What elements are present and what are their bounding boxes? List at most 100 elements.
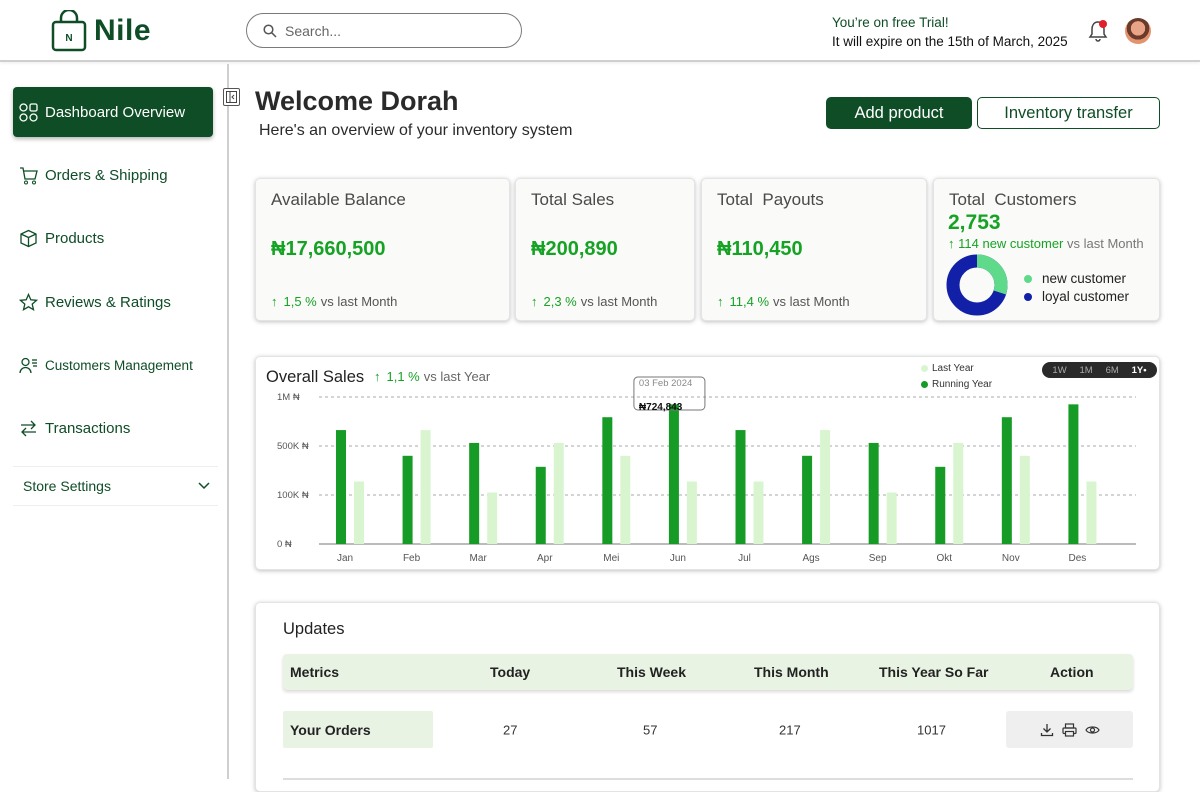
bar-running-year — [535, 466, 546, 544]
user-avatar[interactable] — [1125, 18, 1151, 44]
add-product-button[interactable]: Add product — [826, 97, 972, 129]
cell-this-year: 1017 — [917, 722, 946, 738]
x-tick-label: Mar — [470, 553, 488, 564]
new-customer-count: 114 new customer — [958, 236, 1064, 251]
x-tick-label: Apr — [537, 553, 553, 564]
stat-amount: ₦200,890 — [531, 238, 618, 260]
stat-card-available-balance: Available Balance ₦17,660,500 ↑ 1,5 % vs… — [255, 178, 510, 321]
bar-running-year — [802, 455, 813, 544]
legend-label: Last Year — [932, 363, 974, 374]
stat-suffix: vs last Month — [580, 294, 658, 309]
sidebar-item-dashboard-overview[interactable]: Dashboard Overview — [13, 87, 213, 137]
range-option-1y[interactable]: 1Y• — [1131, 364, 1147, 376]
bar-last-year — [886, 492, 897, 544]
bar-last-year — [354, 481, 364, 544]
sidebar-item-label: Orders & Shipping — [45, 166, 168, 184]
stat-trend: ↑ 1,5 % vs last Month — [271, 294, 397, 309]
column-header: This Month — [754, 664, 829, 680]
stat-percent: 2,3 % — [543, 294, 577, 309]
legend-dot — [1024, 292, 1032, 301]
search-input[interactable] — [285, 22, 485, 39]
search-box[interactable] — [246, 13, 522, 48]
arrow-up-icon: ↑ — [271, 294, 278, 309]
bar-running-year — [935, 466, 946, 544]
y-tick-label: 100K ₦ — [277, 490, 309, 501]
store-settings-dropdown[interactable]: Store Settings — [13, 466, 218, 506]
bar-last-year — [1019, 455, 1030, 544]
legend-loyal-customer: loyal customer — [1024, 289, 1129, 304]
download-icon[interactable] — [1040, 723, 1054, 737]
store-settings-label: Store Settings — [23, 478, 111, 494]
sidebar-item-customers-management[interactable]: Customers Management — [13, 340, 213, 390]
cell-this-month: 217 — [779, 722, 801, 738]
updates-table-header: Metrics Today This Week This Month This … — [283, 654, 1133, 690]
stat-percent: 11,4 % — [729, 294, 770, 309]
page-subtitle: Here's an overview of your inventory sys… — [259, 122, 573, 139]
y-tick-label: 1M ₦ — [277, 392, 300, 403]
column-header: This Year So Far — [879, 664, 989, 680]
sidebar-item-transactions[interactable]: Transactions — [13, 403, 213, 453]
bell-icon[interactable] — [1087, 19, 1109, 43]
x-tick-label: Feb — [403, 553, 421, 564]
chart-title: Overall Sales — [266, 368, 365, 386]
stat-trend: ↑ 2,3 % vs last Month — [531, 294, 657, 309]
print-icon[interactable] — [1061, 722, 1077, 737]
collapse-sidebar-button[interactable] — [223, 88, 240, 106]
customer-trend: ↑ 114 new customer vs last Month — [948, 236, 1144, 251]
chart-trend: ↑ 1,1 % vs last Year — [374, 369, 490, 384]
bar-last-year — [487, 492, 498, 544]
range-option-1w[interactable]: 1W — [1052, 364, 1067, 376]
sidebar-item-label: Reviews & Ratings — [45, 293, 171, 311]
stat-title: Total Sales — [531, 190, 615, 209]
arrow-up-icon: ↑ — [948, 236, 955, 251]
sidebar-item-label: Customers Management — [45, 357, 193, 373]
range-option-1y-label: 1Y — [1131, 364, 1144, 376]
box-icon — [20, 229, 37, 247]
stat-title: Total Payouts — [717, 190, 824, 209]
brand-logo[interactable]: N Nile — [50, 6, 151, 56]
bar-running-year — [402, 455, 413, 544]
bar-last-year — [953, 442, 964, 544]
y-tick-label: 0 ₦ — [277, 539, 292, 550]
sidebar-item-products[interactable]: Products — [13, 213, 213, 263]
inventory-transfer-button[interactable]: Inventory transfer — [977, 97, 1160, 129]
bar-running-year — [668, 404, 679, 544]
transfer-icon — [21, 420, 36, 436]
updates-card: Updates Metrics Today This Week This Mon… — [255, 602, 1160, 792]
chevron-down-icon — [198, 482, 210, 490]
stat-trend: ↑ 11,4 % vs last Month — [717, 294, 850, 309]
stat-suffix: vs last Month — [320, 294, 398, 309]
page-title: Welcome Dorah — [255, 86, 459, 116]
tooltip-value: ₦724,843 — [639, 402, 683, 413]
customer-count: 2,753 — [948, 211, 1001, 234]
overall-sales-bar-chart: 0 ₦ 100K ₦ 500K ₦ 1M ₦ Jan Feb Mar Apr Mei Jun Jul… — [277, 376, 1136, 564]
legend-label: loyal customer — [1042, 289, 1130, 304]
eye-icon[interactable] — [1084, 724, 1100, 736]
trial-notice: You’re on free Trial! It will expire on … — [832, 13, 1068, 51]
x-tick-label: Des — [1069, 553, 1087, 564]
stat-card-total-payouts: Total Payouts ₦110,450 ↑ 11,4 % vs last … — [701, 178, 927, 321]
x-tick-label: Sep — [869, 553, 887, 564]
legend-label: Running Year — [932, 379, 993, 390]
y-tick-label: 500K ₦ — [277, 441, 309, 452]
legend-label: new customer — [1042, 271, 1127, 286]
sidebar-item-orders-shipping[interactable]: Orders & Shipping — [13, 150, 213, 200]
bar-running-year — [868, 442, 879, 544]
donut-slice-new — [946, 254, 1008, 316]
legend-dot — [1024, 274, 1032, 283]
stat-amount: ₦110,450 — [717, 238, 803, 260]
column-header: This Week — [617, 664, 686, 680]
overall-sales-card: Overall Sales ↑ 1,1 % vs last Year Last … — [255, 356, 1160, 570]
sidebar-item-label: Dashboard Overview — [45, 103, 186, 121]
time-range-selector[interactable]: 1W 1M 6M 1Y• — [1042, 362, 1157, 378]
column-header: Action — [1050, 664, 1094, 680]
trial-line-2: It will expire on the 15th of March, 202… — [832, 34, 1068, 49]
column-header: Metrics — [290, 664, 340, 680]
search-icon — [263, 23, 277, 38]
range-option-1m[interactable]: 1M — [1079, 364, 1093, 376]
bar-last-year — [820, 430, 831, 544]
sidebar-item-reviews-ratings[interactable]: Reviews & Ratings — [13, 277, 213, 327]
range-option-6m[interactable]: 6M — [1105, 364, 1119, 376]
cell-today: 27 — [503, 722, 518, 738]
x-tick-label: Jun — [670, 553, 686, 564]
